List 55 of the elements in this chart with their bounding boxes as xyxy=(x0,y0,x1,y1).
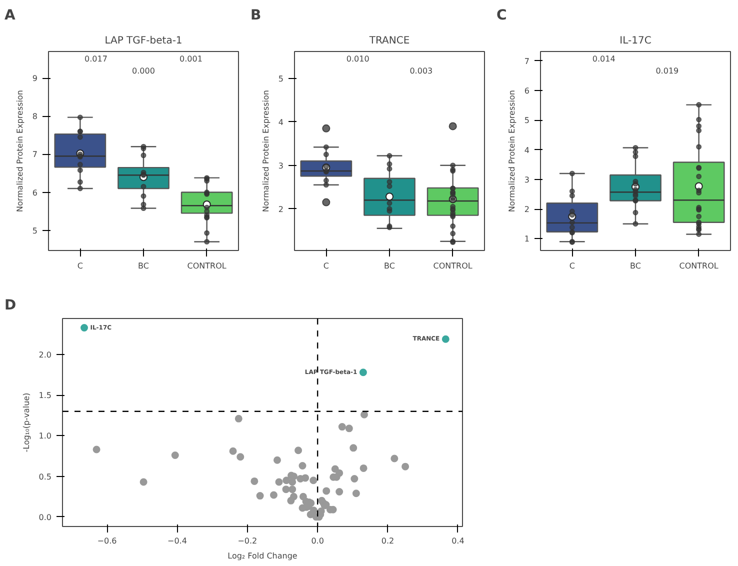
x-tick-label: C xyxy=(569,262,576,270)
y-tick-label: 5 xyxy=(524,116,530,126)
y-tick-label: 1.0 xyxy=(38,432,52,441)
y-tick-label: 7 xyxy=(524,56,530,66)
x-tick-label: BC xyxy=(138,262,150,270)
y-tick-label: 3 xyxy=(524,175,530,184)
text: C xyxy=(496,8,507,24)
x-tick-label: −0.4 xyxy=(168,536,187,546)
y-tick-label: 0.5 xyxy=(38,472,52,482)
y-axis-title: Normalized Protein Expression xyxy=(15,90,24,212)
x-tick-label: 0.2 xyxy=(381,536,394,546)
y-tick-label: 9 xyxy=(32,74,38,84)
y-tick-label: 1 xyxy=(524,234,530,244)
annotation: 0.017 xyxy=(84,54,108,64)
annotation: 0.000 xyxy=(132,66,155,76)
x-tick-label: CONTROL xyxy=(679,262,719,270)
x-axis-title: Log₂ Fold Change xyxy=(228,552,298,560)
x-tick-label: CONTROL xyxy=(187,262,227,270)
y-tick-label: 7 xyxy=(32,150,38,160)
x-tick-label: BC xyxy=(630,262,642,270)
y-tick-label: 4 xyxy=(524,146,530,155)
chart-title: TRANCE xyxy=(368,36,410,46)
x-tick-label: C xyxy=(323,262,330,270)
annotation: 0.001 xyxy=(180,54,202,64)
x-tick-label: BC xyxy=(384,262,396,270)
annotation: 0.010 xyxy=(346,54,370,64)
annotation: 0.014 xyxy=(592,54,616,64)
chart-title: IL-17C xyxy=(620,36,652,46)
annotation: 0.003 xyxy=(410,66,433,76)
x-tick-label: 0.4 xyxy=(452,536,464,546)
y-tick-label: 3 xyxy=(278,161,284,170)
x-tick-label: 0.0 xyxy=(311,536,324,546)
y-tick-label: 6 xyxy=(32,188,38,198)
y-tick-label: 8 xyxy=(32,112,38,122)
text: A xyxy=(4,8,16,24)
x-tick-label: −0.6 xyxy=(97,536,117,546)
y-axis-title: Normalized Protein Expression xyxy=(507,90,516,212)
y-tick-label: 2 xyxy=(278,204,284,214)
y-axis-title: Normalized Protein Expression xyxy=(261,90,270,212)
y-tick-label: 2.0 xyxy=(38,350,52,360)
y-tick-label: 0.0 xyxy=(38,512,52,522)
x-tick-label: C xyxy=(77,262,84,270)
x-tick-label: −0.2 xyxy=(238,536,258,546)
y-axis-title: -Log₁₀(p-value) xyxy=(22,392,31,452)
chart-title: LAP TGF-beta-1 xyxy=(104,36,182,46)
text: D xyxy=(4,298,16,314)
y-tick-label: 1.5 xyxy=(38,391,52,400)
y-tick-label: 6 xyxy=(524,86,530,96)
annotation: 0.019 xyxy=(656,66,679,76)
x-tick-label: CONTROL xyxy=(433,262,473,270)
y-tick-label: 4 xyxy=(278,118,284,127)
text: B xyxy=(250,8,262,24)
y-tick-label: 2 xyxy=(524,205,530,214)
y-tick-label: 5 xyxy=(278,74,284,84)
y-tick-label: 5 xyxy=(32,226,38,236)
